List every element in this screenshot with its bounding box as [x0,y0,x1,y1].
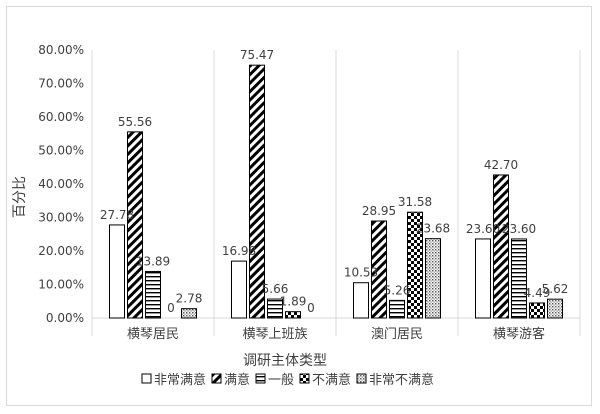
data-label: 13.89 [136,254,170,268]
data-label: 27.78 [100,208,134,222]
bar-非常满意 [475,238,491,319]
bars [109,64,563,319]
y-tick-label: 70.00% [38,77,84,91]
data-label: 1.89 [280,295,307,309]
x-tick-label: 横琴居民 [127,327,179,342]
x-tick-label: 横琴上班族 [242,326,307,342]
legend-swatch [141,373,152,384]
legend-swatch [255,373,266,384]
data-label: 42.70 [484,158,518,172]
bar-不满意 [407,211,423,319]
bar-一般 [145,270,161,319]
bar-非常满意 [231,260,247,319]
y-tick-label: 40.00% [38,177,84,191]
bar-一般 [511,238,527,319]
data-label: 0 [307,301,315,315]
y-axis-title: 百分比 [12,176,28,218]
legend-item: 一般 [255,372,294,388]
legend-item: 满意 [211,372,250,388]
bar-满意 [127,131,143,319]
legend-label: 非常满意 [154,372,206,388]
data-label: 2.78 [176,292,203,306]
legend-label: 满意 [224,372,250,388]
legend-item: 不满意 [299,372,351,388]
data-label: 16.98 [222,244,256,258]
y-tick-label: 20.00% [38,244,84,258]
bar-满意 [249,64,265,319]
legend-swatch [211,373,222,384]
data-label: 5.66 [262,282,289,296]
bar-不满意 [529,302,545,319]
bar-非常不满意 [547,298,563,319]
bar-一般 [389,299,405,319]
bar-一般 [267,298,283,319]
x-tick-label: 澳门居民 [371,326,423,342]
legend-label: 不满意 [312,372,351,388]
bar-非常不满意 [425,238,441,319]
x-axis-title: 调研主体类型 [243,353,327,369]
y-tick-label: 0.00% [46,311,84,325]
legend-swatch [299,373,310,384]
y-tick-label: 50.00% [38,144,84,158]
data-label: 4.49 [524,286,551,300]
bar-不满意 [285,311,301,319]
y-tick-label: 60.00% [38,110,84,124]
legend-item: 非常不满意 [356,372,434,388]
data-label: 55.56 [118,115,152,129]
x-axis-tick-labels: 横琴居民 横琴上班族 澳门居民 横琴游客 [127,326,545,342]
data-label: 10.53 [344,266,378,280]
x-tick-label: 横琴游客 [493,326,545,342]
legend: 非常满意 满意 一般 不满意 非常不满意 [141,372,434,388]
bar-非常满意 [353,282,369,319]
bar-非常满意 [109,224,125,319]
legend-label: 非常不满意 [369,372,434,388]
bar-满意 [371,220,387,319]
data-label: 23.60 [466,222,500,236]
category-separators [91,50,581,336]
data-label: 5.26 [384,283,411,297]
bar-非常不满意 [181,308,197,319]
legend-item: 非常满意 [141,372,206,388]
y-tick-label: 10.00% [38,278,84,292]
data-label: 23.60 [502,222,536,236]
data-label: 31.58 [398,195,432,209]
y-tick-label: 80.00% [38,43,84,57]
data-label: 0 [167,301,175,315]
y-axis-tick-labels: 0.00% 10.00% 20.00% 30.00% 40.00% 50.00% 60.00… [38,43,84,325]
legend-swatch [356,373,367,384]
chart-frame [6,6,592,406]
data-label: 28.95 [362,204,396,218]
y-tick-label: 30.00% [38,211,84,225]
bar-满意 [493,174,509,319]
legend-label: 一般 [268,372,294,388]
data-label: 23.68 [416,222,450,236]
data-label: 5.62 [542,282,569,296]
data-label: 75.47 [240,48,274,62]
